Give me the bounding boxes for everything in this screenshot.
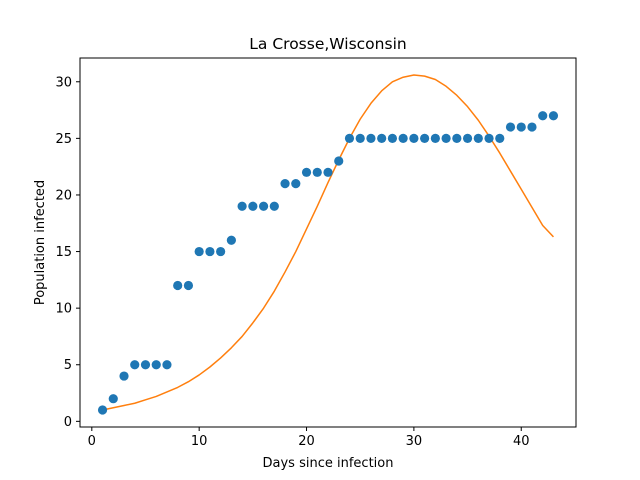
scatter-point: [151, 360, 161, 370]
scatter-point: [505, 122, 516, 132]
scatter-point: [119, 371, 129, 381]
scatter-point: [355, 133, 365, 143]
series-line-1: [102, 74, 554, 411]
scatter-point: [409, 133, 419, 143]
y-tick-label: 5: [64, 358, 72, 373]
scatter-point: [473, 133, 483, 143]
scatter-point: [205, 246, 215, 257]
scatter-point: [226, 235, 236, 245]
scatter-point: [538, 111, 548, 121]
scatter-point: [108, 394, 118, 404]
axis-ticks: 0 10 20 30 40 0 5 10 15 20 25 30: [55, 75, 529, 449]
scatter-point: [334, 156, 344, 166]
scatter-point: [258, 201, 269, 211]
scatter-point: [323, 167, 333, 177]
scatter-point: [291, 179, 301, 189]
scatter-point: [301, 167, 312, 177]
scatter-point: [237, 201, 247, 211]
scatter-point: [312, 167, 322, 177]
scatter-point: [194, 246, 204, 257]
scatter-point: [398, 133, 408, 143]
scatter-point: [344, 133, 355, 143]
y-tick-label: 30: [55, 75, 72, 90]
scatter-point: [366, 133, 376, 143]
scatter-point: [462, 133, 473, 143]
plot-area: [97, 74, 559, 415]
y-axis-label: Population infected: [33, 180, 48, 305]
scatter-point: [173, 280, 183, 291]
scatter-point: [97, 405, 108, 415]
y-tick-label: 0: [64, 415, 72, 430]
chart-title: La Crosse,Wisconsin: [249, 35, 406, 53]
scatter-point: [420, 133, 430, 143]
scatter-point: [452, 133, 462, 143]
scatter-point: [527, 122, 537, 132]
scatter-point: [377, 133, 387, 143]
y-tick-label: 25: [55, 132, 72, 147]
y-tick-label: 20: [55, 188, 72, 203]
scatter-point: [183, 280, 194, 291]
scatter-point: [484, 133, 494, 143]
x-axis-label: Days since infection: [263, 456, 394, 471]
scatter-point: [441, 133, 451, 143]
x-tick-label: 40: [513, 434, 530, 449]
scatter-point: [130, 360, 140, 370]
scatter-point: [248, 201, 258, 211]
x-tick-label: 30: [406, 434, 423, 449]
scatter-point: [495, 133, 505, 143]
scatter-point: [430, 133, 440, 143]
y-tick-label: 15: [55, 245, 72, 260]
scatter-point: [387, 133, 398, 143]
x-tick-label: 20: [298, 434, 315, 449]
x-tick-label: 0: [88, 434, 96, 449]
x-tick-label: 10: [191, 434, 208, 449]
scatter-point: [269, 201, 279, 211]
scatter-point: [516, 122, 526, 132]
axes-frame: [79, 57, 577, 428]
scatter-point: [162, 360, 172, 370]
scatter-point: [216, 246, 226, 257]
scatter-point: [548, 111, 559, 121]
scatter-point: [140, 360, 151, 370]
y-tick-label: 10: [55, 302, 72, 317]
scatter-point: [280, 179, 290, 189]
